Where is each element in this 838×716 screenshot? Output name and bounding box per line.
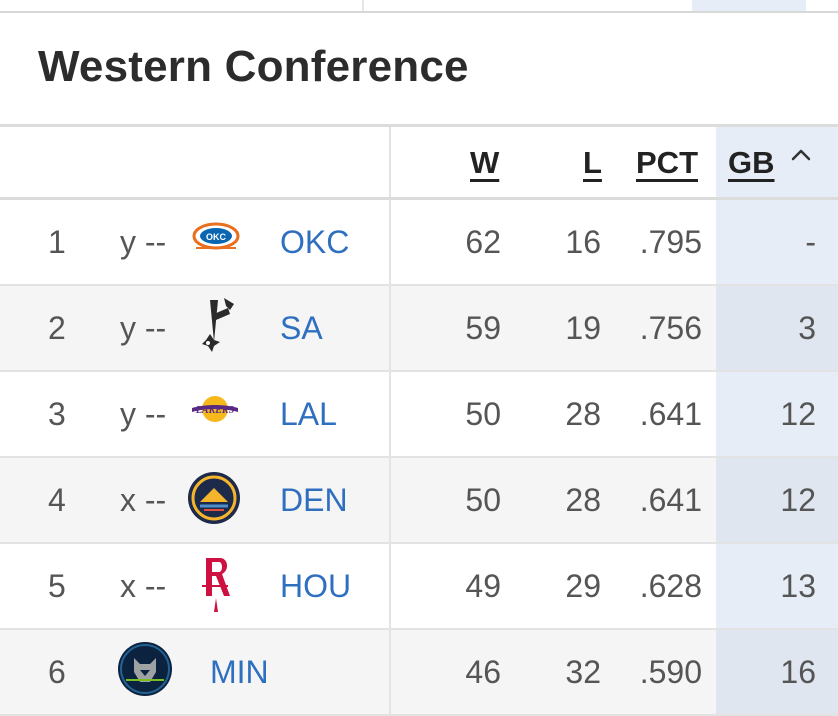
losses: 16 bbox=[565, 224, 601, 260]
win-pct: .795 bbox=[639, 224, 702, 260]
losses: 28 bbox=[565, 396, 601, 432]
wins: 50 bbox=[465, 482, 501, 518]
table-row: 6 MIN 46 32 .590 16 bbox=[0, 630, 838, 716]
okc-logo-icon[interactable]: OKC bbox=[190, 220, 242, 254]
conference-title: Western Conference bbox=[38, 42, 469, 91]
column-divider bbox=[389, 286, 391, 370]
clinch-indicator: x -- bbox=[120, 482, 167, 518]
column-divider bbox=[389, 200, 391, 284]
losses: 29 bbox=[565, 568, 601, 604]
column-divider bbox=[389, 630, 391, 714]
column-header-pct[interactable]: PCT bbox=[636, 145, 698, 180]
games-behind: 12 bbox=[780, 482, 816, 518]
column-divider bbox=[389, 544, 391, 628]
spurs-logo-icon[interactable] bbox=[194, 294, 240, 358]
column-header-w[interactable]: W bbox=[470, 145, 500, 180]
team-link-sa[interactable]: SA bbox=[280, 310, 323, 346]
win-pct: .641 bbox=[639, 482, 702, 518]
team-link-den[interactable]: DEN bbox=[280, 482, 348, 518]
sorted-column-shade bbox=[716, 372, 838, 456]
sorted-column-shade bbox=[716, 630, 838, 714]
games-behind: 16 bbox=[780, 654, 816, 690]
standings-table: W L PCT GB 1 y -- OKC OKC 62 16 .795 - 2… bbox=[0, 124, 838, 716]
clinch-indicator: y -- bbox=[120, 224, 167, 260]
table-row: 1 y -- OKC OKC 62 16 .795 - bbox=[0, 200, 838, 286]
games-behind: - bbox=[805, 224, 816, 260]
rank: 2 bbox=[48, 310, 66, 346]
losses: 28 bbox=[565, 482, 601, 518]
sorted-column-shade bbox=[716, 286, 838, 370]
sorted-column-shade bbox=[716, 544, 838, 628]
games-behind: 3 bbox=[798, 310, 816, 346]
wins: 49 bbox=[465, 568, 501, 604]
column-header-gb[interactable]: GB bbox=[728, 145, 775, 180]
team-link-min[interactable]: MIN bbox=[210, 654, 269, 690]
win-pct: .641 bbox=[639, 396, 702, 432]
column-divider bbox=[389, 372, 391, 456]
games-behind: 12 bbox=[780, 396, 816, 432]
wins: 59 bbox=[465, 310, 501, 346]
table-header-row: W L PCT GB bbox=[0, 127, 838, 200]
sorted-column-shade bbox=[716, 127, 838, 197]
rockets-logo-icon[interactable] bbox=[196, 552, 236, 618]
clinch-indicator: x -- bbox=[120, 568, 167, 604]
lakers-logo-icon[interactable]: LAKERS bbox=[188, 394, 242, 424]
table-row: 2 y -- SA 59 19 .756 3 bbox=[0, 286, 838, 372]
win-pct: .756 bbox=[639, 310, 702, 346]
column-header-l[interactable]: L bbox=[583, 145, 602, 180]
table-row: 5 x -- HOU 49 29 .628 13 bbox=[0, 544, 838, 630]
win-pct: .590 bbox=[639, 654, 702, 690]
sorted-column-shade bbox=[716, 458, 838, 542]
rank: 5 bbox=[48, 568, 66, 604]
rank: 6 bbox=[48, 654, 66, 690]
svg-text:OKC: OKC bbox=[206, 232, 227, 242]
section-divider bbox=[0, 11, 838, 13]
clinch-indicator: y -- bbox=[120, 396, 167, 432]
losses: 32 bbox=[565, 654, 601, 690]
rank: 1 bbox=[48, 224, 66, 260]
team-link-okc[interactable]: OKC bbox=[280, 224, 350, 260]
sorted-column-shade bbox=[716, 200, 838, 284]
previous-section-strip bbox=[0, 0, 838, 14]
table-row: 4 x -- DEN 50 28 .641 12 bbox=[0, 458, 838, 544]
clinch-indicator: y -- bbox=[120, 310, 167, 346]
chevron-up-icon[interactable] bbox=[790, 147, 812, 163]
svg-text:LAKERS: LAKERS bbox=[195, 405, 235, 416]
wins: 50 bbox=[465, 396, 501, 432]
column-divider bbox=[389, 127, 391, 197]
column-divider bbox=[362, 0, 364, 12]
rank: 3 bbox=[48, 396, 66, 432]
sorted-column-shade bbox=[692, 0, 806, 12]
wins: 46 bbox=[465, 654, 501, 690]
team-link-hou[interactable]: HOU bbox=[280, 568, 352, 604]
rank: 4 bbox=[48, 482, 66, 518]
timberwolves-logo-icon[interactable] bbox=[116, 640, 174, 698]
nuggets-logo-icon[interactable] bbox=[186, 470, 242, 526]
table-row: 3 y -- LAKERS LAL 50 28 .641 12 bbox=[0, 372, 838, 458]
games-behind: 13 bbox=[780, 568, 816, 604]
win-pct: .628 bbox=[639, 568, 702, 604]
column-divider bbox=[389, 458, 391, 542]
losses: 19 bbox=[565, 310, 601, 346]
wins: 62 bbox=[465, 224, 501, 260]
team-link-lal[interactable]: LAL bbox=[280, 396, 337, 432]
